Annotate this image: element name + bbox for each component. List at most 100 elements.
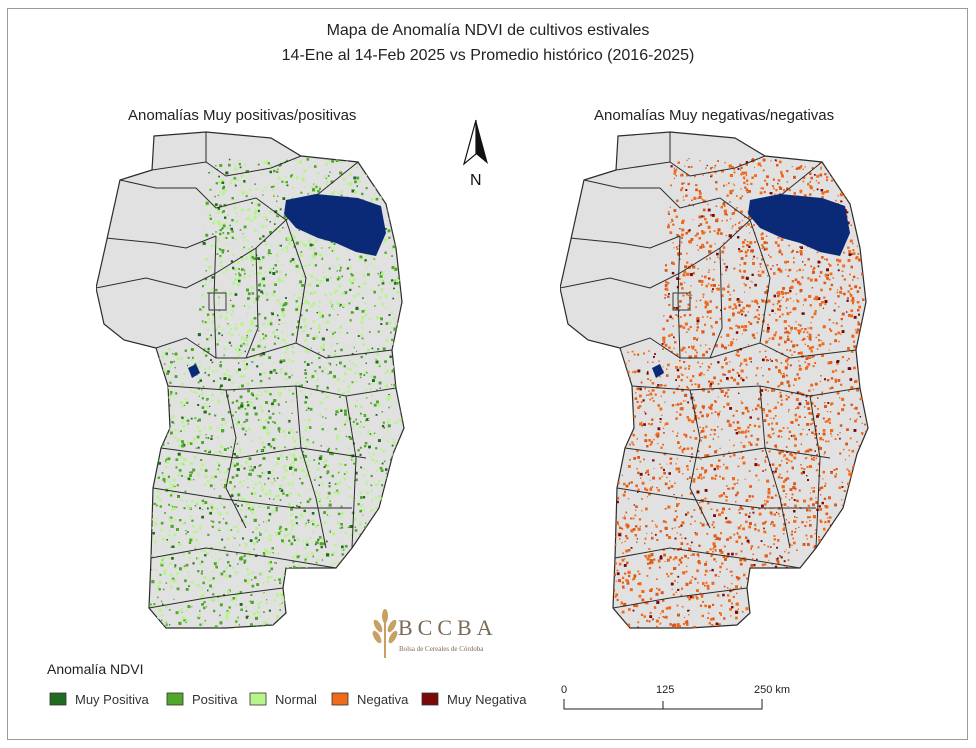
anomaly-pixel — [149, 613, 151, 616]
anomaly-pixel — [264, 483, 266, 485]
anomaly-pixel — [231, 410, 234, 413]
anomaly-pixel — [282, 541, 285, 545]
anomaly-pixel — [147, 612, 151, 616]
anomaly-pixel — [399, 213, 402, 216]
anomaly-pixel — [103, 564, 106, 567]
anomaly-pixel — [322, 416, 324, 418]
anomaly-pixel — [242, 480, 245, 482]
anomaly-pixel — [267, 170, 269, 172]
anomaly-pixel — [328, 447, 330, 450]
anomaly-pixel — [176, 357, 180, 361]
anomaly-pixel — [173, 397, 175, 399]
anomaly-pixel — [400, 265, 403, 268]
anomaly-pixel — [98, 406, 102, 409]
anomaly-pixel — [387, 524, 390, 527]
anomaly-pixel — [145, 379, 149, 382]
anomaly-pixel — [206, 338, 209, 341]
anomaly-pixel — [203, 351, 205, 352]
anomaly-pixel — [369, 536, 372, 539]
anomaly-pixel — [393, 423, 395, 425]
anomaly-pixel — [133, 498, 136, 501]
anomaly-pixel — [402, 447, 404, 449]
anomaly-pixel — [102, 595, 104, 598]
anomaly-pixel — [101, 381, 104, 384]
anomaly-pixel — [223, 506, 226, 509]
anomaly-pixel — [243, 336, 245, 338]
anomaly-pixel — [120, 559, 124, 562]
anomaly-pixel — [137, 562, 139, 564]
anomaly-pixel — [114, 445, 117, 449]
anomaly-pixel — [397, 258, 400, 262]
anomaly-pixel — [139, 551, 141, 554]
anomaly-pixel — [321, 601, 325, 604]
anomaly-pixel — [251, 348, 255, 351]
anomaly-pixel — [133, 578, 135, 580]
anomaly-pixel — [236, 261, 240, 264]
anomaly-pixel — [106, 581, 109, 584]
anomaly-pixel — [321, 595, 323, 597]
anomaly-pixel — [130, 352, 133, 356]
anomaly-pixel — [234, 597, 238, 600]
anomaly-pixel — [307, 627, 310, 628]
anomaly-pixel — [274, 480, 276, 482]
anomaly-pixel — [185, 621, 187, 624]
anomaly-pixel — [197, 556, 200, 560]
anomaly-pixel — [158, 371, 160, 373]
anomaly-pixel — [389, 515, 393, 519]
anomaly-pixel — [342, 562, 345, 566]
anomaly-pixel — [153, 625, 156, 628]
anomaly-pixel — [135, 353, 138, 356]
anomaly-pixel — [143, 483, 145, 485]
anomaly-pixel — [245, 627, 248, 628]
anomaly-pixel — [294, 447, 296, 449]
anomaly-pixel — [379, 598, 381, 601]
anomaly-pixel — [247, 466, 250, 469]
anomaly-pixel — [151, 621, 153, 624]
anomaly-pixel — [373, 569, 376, 571]
anomaly-pixel — [119, 556, 122, 559]
anomaly-pixel — [143, 407, 146, 410]
anomaly-pixel — [395, 529, 398, 532]
anomaly-pixel — [324, 521, 327, 524]
anomaly-pixel — [399, 236, 402, 239]
anomaly-pixel — [293, 601, 296, 604]
anomaly-pixel — [203, 606, 206, 610]
anomaly-pixel — [203, 576, 207, 579]
anomaly-pixel — [352, 586, 356, 589]
anomaly-pixel — [285, 593, 287, 596]
anomaly-pixel — [397, 594, 400, 598]
anomaly-pixel — [402, 561, 404, 564]
anomaly-pixel — [143, 407, 146, 410]
anomaly-pixel — [394, 542, 397, 545]
anomaly-pixel — [232, 253, 235, 257]
anomaly-pixel — [322, 627, 325, 628]
anomaly-pixel — [405, 280, 408, 283]
anomaly-pixel — [372, 528, 375, 531]
anomaly-pixel — [272, 272, 276, 275]
anomaly-pixel — [291, 529, 293, 531]
anomaly-pixel — [96, 494, 98, 496]
anomaly-pixel — [288, 492, 291, 495]
anomaly-pixel — [143, 534, 146, 536]
anomaly-pixel — [124, 360, 127, 364]
anomaly-pixel — [301, 569, 304, 572]
anomaly-pixel — [363, 282, 367, 285]
anomaly-pixel — [159, 385, 162, 388]
anomaly-pixel — [147, 448, 150, 451]
anomaly-pixel — [276, 313, 279, 316]
anomaly-pixel — [360, 375, 362, 377]
anomaly-pixel — [388, 534, 390, 537]
anomaly-pixel — [401, 486, 403, 489]
anomaly-pixel — [396, 578, 400, 582]
anomaly-pixel — [397, 256, 401, 260]
anomaly-pixel — [131, 503, 134, 506]
anomaly-pixel — [396, 464, 398, 466]
anomaly-pixel — [187, 356, 190, 359]
anomaly-pixel — [243, 240, 245, 242]
anomaly-pixel — [102, 397, 105, 401]
anomaly-pixel — [129, 382, 132, 385]
anomaly-pixel — [392, 547, 395, 549]
anomaly-pixel — [98, 473, 101, 476]
anomaly-pixel — [147, 448, 150, 451]
anomaly-pixel — [263, 347, 266, 351]
